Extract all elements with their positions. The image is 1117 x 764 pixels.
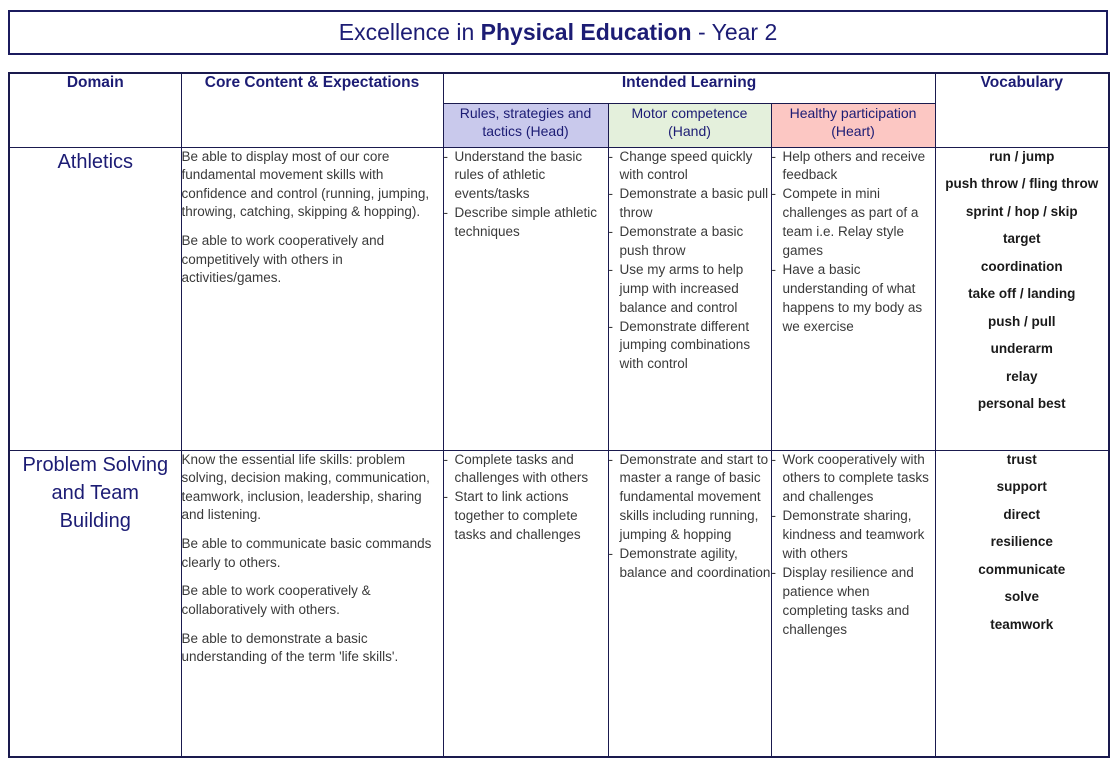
core-content-paragraph: Be able to display most of our core fund…: [181, 148, 430, 220]
vocabulary-word: teamwork: [990, 616, 1054, 632]
domain-cell: Athletics: [8, 146, 182, 451]
hand-bullet-item: Demonstrate a basic pull throw: [609, 185, 771, 223]
head-bullet-item: Understand the basic rules of athletic e…: [444, 148, 608, 205]
title-banner: Excellence in Physical Education - Year …: [8, 10, 1108, 55]
vocabulary-cell: run / jump push throw / fling throw sprint…: [934, 146, 1110, 451]
vocabulary-word: underarm: [990, 341, 1053, 356]
heart-bullet-item: Have a basic understanding of what happe…: [772, 261, 935, 337]
vocabulary-word: push throw / fling throw: [945, 176, 1099, 191]
head-cell: Complete tasks and challenges with other…: [442, 449, 609, 758]
curriculum-table: Domain Core Content & Expectations Inten…: [8, 72, 1111, 758]
title-emphasis: Physical Education: [480, 19, 692, 45]
head-bullet-item: Describe simple athletic techniques: [444, 204, 608, 242]
heart-cell: Help others and receive feedbackCompete …: [770, 146, 936, 451]
vocabulary-word: target: [1003, 231, 1041, 246]
hand-bullet-item: Use my arms to help jump with increased …: [609, 261, 771, 318]
hand-cell: Demonstrate and start to master a range …: [607, 449, 772, 758]
hand-bullet-item: Demonstrate different jumping combinatio…: [609, 318, 771, 375]
vocabulary-word: coordination: [980, 258, 1063, 274]
core-content-paragraph: Know the essential life skills: problem …: [181, 451, 430, 523]
domain-label: Problem Solving and Team Building: [22, 453, 169, 532]
vocabulary-word: support: [996, 479, 1047, 494]
domain-label: Athletics: [57, 150, 134, 173]
vocabulary-word: trust: [1006, 451, 1037, 467]
hand-bullet-item: Demonstrate agility, balance and coordin…: [609, 545, 771, 583]
vocabulary-word: sprint / hop / skip: [965, 203, 1078, 219]
hand-cell: Change speed quickly with controlDemonst…: [607, 146, 772, 451]
vocabulary-word: take off / landing: [968, 286, 1076, 301]
header-row-sub: Rules, strategies and tactics (Head) Mot…: [9, 102, 1109, 148]
vocabulary-word: push / pull: [988, 313, 1056, 329]
column-header-core-content: Core Content & Expectations: [180, 72, 444, 148]
heart-bullet-item: Demonstrate sharing, kindness and teamwo…: [772, 507, 935, 564]
page-title: Excellence in Physical Education - Year …: [339, 19, 778, 46]
table-row-problem-solving: Problem Solving and Team Building Know t…: [8, 449, 1110, 758]
core-content-paragraph: Be able to demonstrate a basic understan…: [181, 630, 399, 665]
heart-bullet-item: Work cooperatively with others to comple…: [772, 451, 935, 508]
head-bullet-item: Start to link actions together to comple…: [444, 488, 608, 545]
heart-bullet-item: Display resilience and patience when com…: [772, 564, 935, 640]
vocabulary-word: relay: [1006, 368, 1038, 384]
title-prefix: Excellence in: [338, 19, 481, 45]
column-header-vocabulary: Vocabulary: [934, 72, 1110, 148]
head-cell: Understand the basic rules of athletic e…: [442, 146, 609, 451]
vocabulary-word: run / jump: [989, 148, 1055, 164]
hand-bullet-item: Change speed quickly with control: [609, 148, 771, 186]
heart-bullet-item: Help others and receive feedback: [772, 148, 935, 186]
core-content-paragraph: Be able to communicate basic commands cl…: [181, 536, 432, 570]
header-row-top: Domain Core Content & Expectations Inten…: [8, 72, 1110, 148]
column-header-intended-learning: Intended Learning: [442, 72, 936, 104]
column-header-head: Rules, strategies and tactics (Head): [442, 102, 609, 148]
vocabulary-word: personal best: [977, 396, 1066, 411]
core-content-cell: Be able to display most of our core fund…: [180, 146, 444, 451]
hand-bullet-item: Demonstrate a basic push throw: [609, 223, 771, 261]
hand-bullet-item: Demonstrate and start to master a range …: [609, 451, 771, 545]
vocabulary-word: communicate: [978, 561, 1066, 577]
vocabulary-word: resilience: [990, 534, 1053, 549]
column-header-hand: Motor competence (Hand): [607, 102, 772, 148]
vocabulary-word: solve: [1004, 589, 1040, 604]
heart-bullet-item: Compete in mini challenges as part of a …: [772, 185, 935, 261]
core-content-cell: Know the essential life skills: problem …: [180, 449, 444, 758]
column-header-domain: Domain: [8, 72, 182, 148]
core-content-paragraph: Be able to work cooperatively & collabor…: [181, 583, 371, 617]
core-content-paragraph: Be able to work cooperatively and compet…: [181, 233, 385, 286]
vocabulary-cell: trust support direct resilience communicate s…: [934, 449, 1110, 758]
vocabulary-word: direct: [1003, 506, 1041, 522]
domain-cell: Problem Solving and Team Building: [8, 449, 182, 758]
head-bullet-item: Complete tasks and challenges with other…: [444, 451, 608, 489]
heart-cell: Work cooperatively with others to comple…: [770, 449, 936, 758]
table-row-athletics: Athletics Be able to display most of our…: [8, 146, 1110, 451]
column-header-heart: Healthy participation (Heart): [770, 102, 936, 148]
title-suffix: - Year 2: [691, 19, 778, 45]
